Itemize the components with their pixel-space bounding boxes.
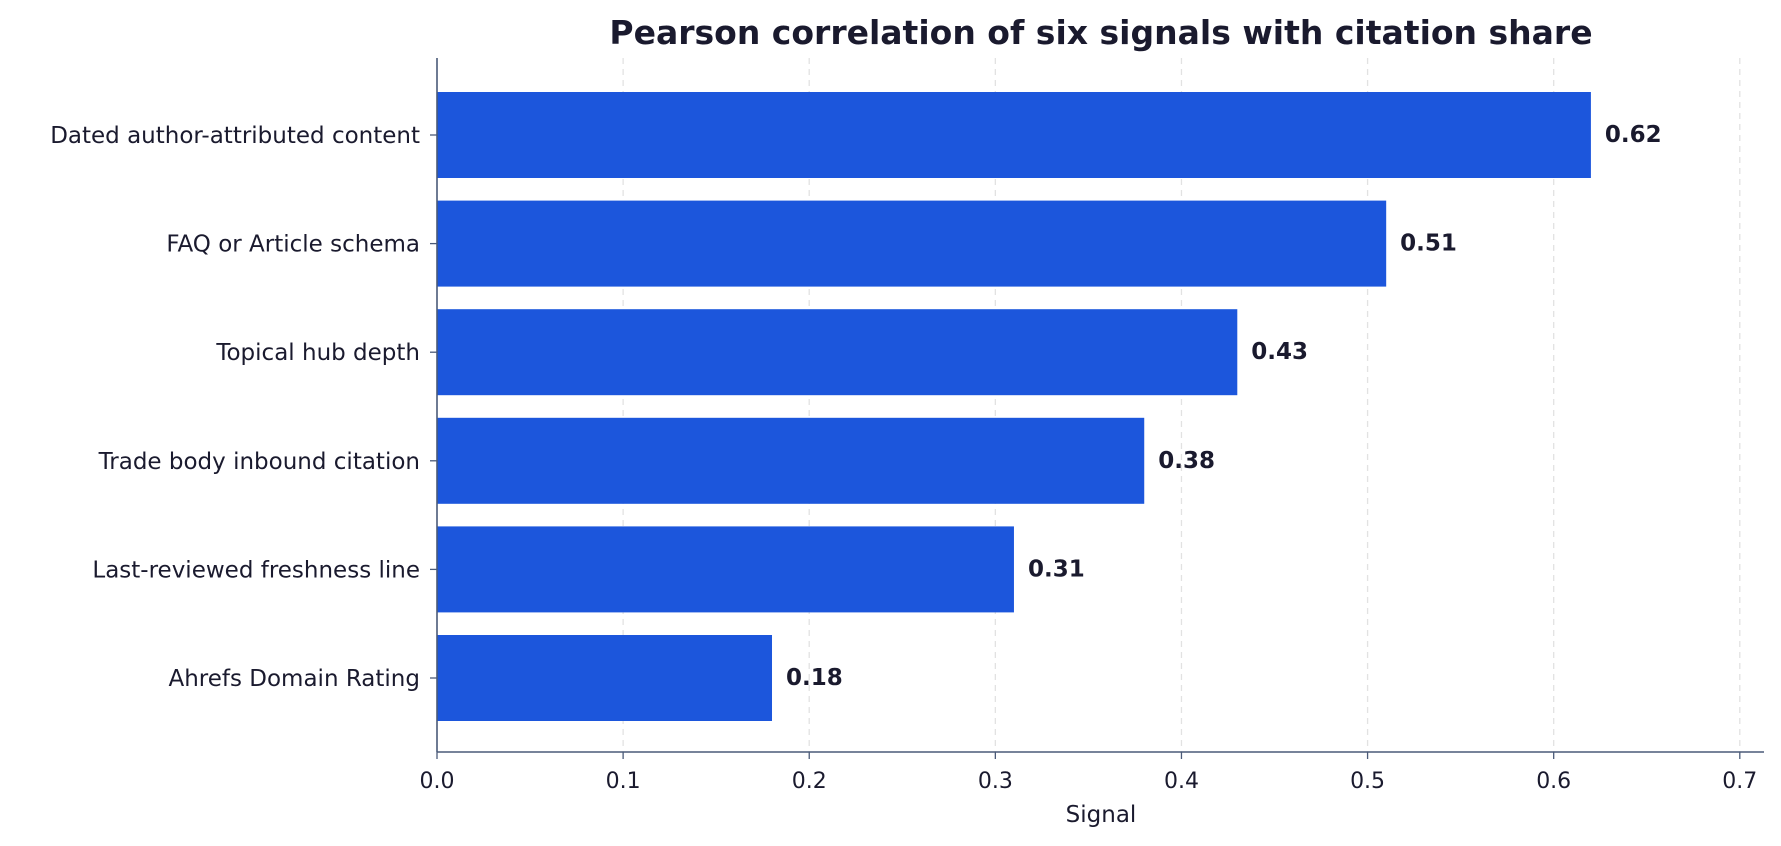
data-label: 0.31 [1028,556,1085,582]
data-label: 0.38 [1158,448,1215,474]
data-label: 0.18 [786,665,843,691]
chart-title: Pearson correlation of six signals with … [609,13,1592,52]
data-label: 0.62 [1605,122,1662,148]
x-tick-label: 0.4 [1164,769,1199,794]
x-tick-label: 0.5 [1350,769,1385,794]
bar [437,635,773,721]
x-tick-label: 0.0 [420,769,455,794]
data-label: 0.43 [1251,339,1308,365]
x-tick-label: 0.7 [1722,769,1757,794]
x-axis-title: Signal [1066,802,1137,828]
bar [437,417,1145,504]
bar [437,200,1387,287]
category-label: FAQ or Article schema [166,232,420,258]
bar [437,92,1591,178]
data-label: 0.51 [1400,231,1457,257]
category-label: Trade body inbound citation [98,449,420,475]
labels: Dated author-attributed content 0.62 FAQ o… [50,122,1661,692]
x-tick-label: 0.6 [1536,769,1571,794]
x-tick-label: 0.2 [792,769,827,794]
bars [437,92,1591,721]
bar [437,526,1014,613]
x-tick-label: 0.3 [978,769,1013,794]
x-tick-label: 0.1 [606,769,641,794]
category-label: Dated author-attributed content [50,123,420,149]
category-label: Ahrefs Domain Rating [168,666,420,692]
axes: 0.0 0.1 0.2 0.3 0.4 0.5 0.6 0.7 [420,58,1764,794]
category-label: Topical hub depth [215,340,420,366]
category-label: Last-reviewed freshness line [92,557,420,583]
bar [437,309,1238,396]
